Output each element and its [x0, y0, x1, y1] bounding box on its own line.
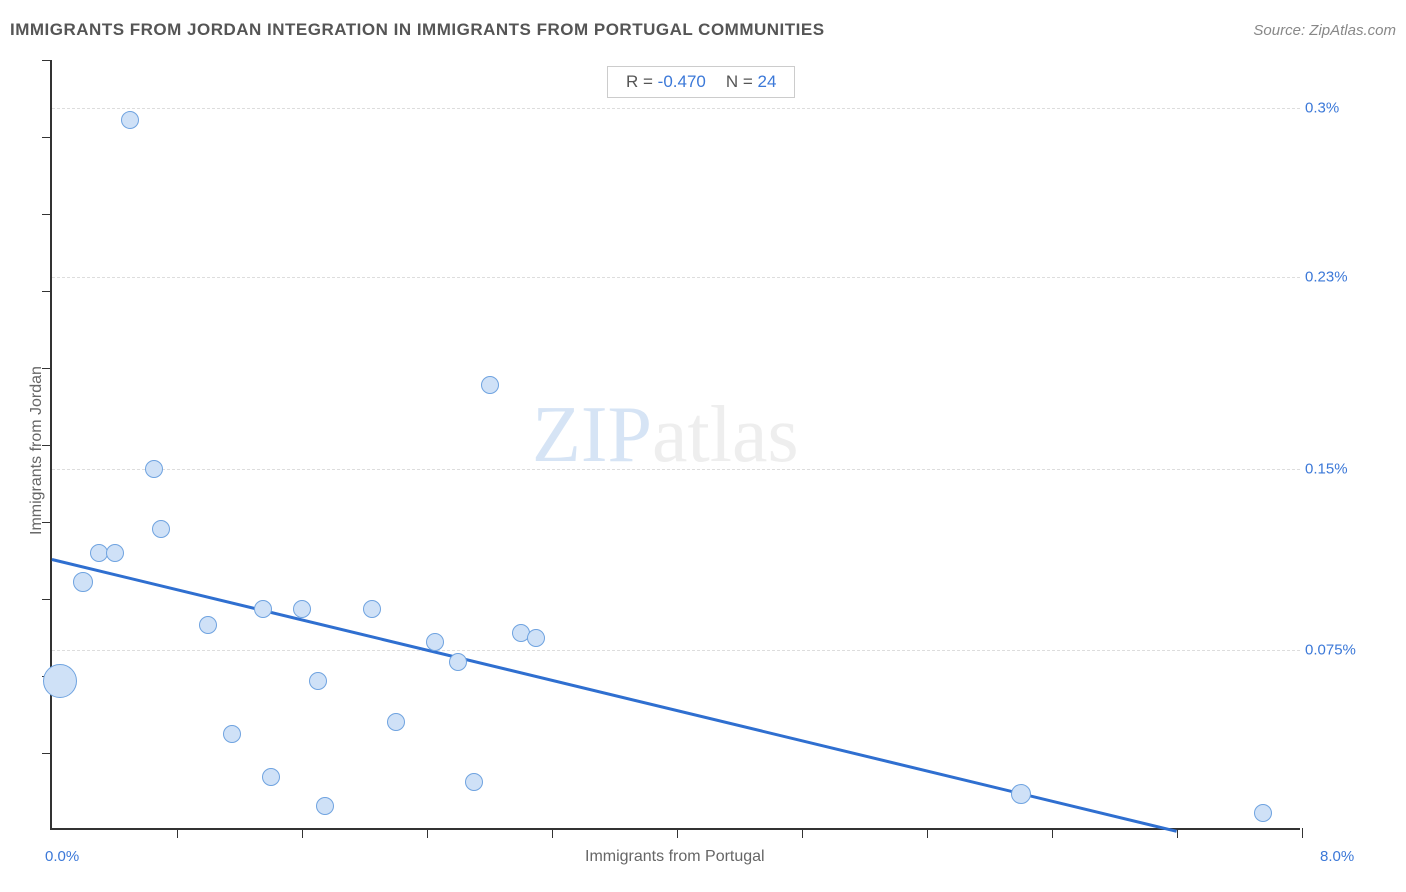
y-tick [42, 291, 52, 292]
watermark-zip: ZIP [532, 391, 652, 479]
data-point [1254, 804, 1272, 822]
n-stat: N = 24 [726, 72, 777, 92]
x-axis-title: Immigrants from Portugal [585, 848, 765, 866]
r-stat: R = -0.470 [626, 72, 706, 92]
data-point [387, 713, 405, 731]
chart-header: IMMIGRANTS FROM JORDAN INTEGRATION IN IM… [10, 20, 1396, 40]
x-tick [927, 828, 928, 838]
y-tick [42, 60, 52, 61]
grid-line [52, 650, 1300, 651]
data-point [145, 460, 163, 478]
y-tick [42, 753, 52, 754]
stats-box: R = -0.470 N = 24 [607, 66, 795, 98]
scatter-plot-area: R = -0.470 N = 24 ZIPatlas 0.075%0.15%0.… [50, 60, 1300, 830]
x-min-label: 0.0% [45, 848, 79, 865]
x-tick [1052, 828, 1053, 838]
data-point [121, 111, 139, 129]
data-point [465, 773, 483, 791]
x-tick [1302, 828, 1303, 838]
r-label: R = [626, 72, 653, 91]
x-tick [177, 828, 178, 838]
source-prefix: Source: [1253, 22, 1309, 39]
data-point [223, 725, 241, 743]
data-point [309, 672, 327, 690]
source-name: ZipAtlas.com [1309, 22, 1396, 39]
data-point [481, 376, 499, 394]
y-tick-label: 0.3% [1305, 100, 1360, 117]
x-tick [427, 828, 428, 838]
y-tick-label: 0.075% [1305, 641, 1360, 658]
watermark: ZIPatlas [532, 390, 799, 481]
data-point [199, 616, 217, 634]
grid-line [52, 469, 1300, 470]
data-point [527, 629, 545, 647]
n-value: 24 [758, 72, 777, 91]
x-max-label: 8.0% [1320, 848, 1354, 865]
x-tick [552, 828, 553, 838]
data-point [363, 600, 381, 618]
y-tick-label: 0.15% [1305, 461, 1360, 478]
data-point [73, 572, 93, 592]
r-value: -0.470 [658, 72, 706, 91]
y-axis-title: Immigrants from Jordan [28, 366, 46, 535]
data-point [43, 664, 77, 698]
y-tick [42, 137, 52, 138]
x-tick [677, 828, 678, 838]
y-tick [42, 599, 52, 600]
data-point [262, 768, 280, 786]
y-tick-label: 0.23% [1305, 268, 1360, 285]
grid-line [52, 277, 1300, 278]
n-label: N = [726, 72, 753, 91]
data-point [293, 600, 311, 618]
data-point [316, 797, 334, 815]
data-point [106, 544, 124, 562]
data-point [449, 653, 467, 671]
chart-title: IMMIGRANTS FROM JORDAN INTEGRATION IN IM… [10, 20, 825, 40]
x-tick [802, 828, 803, 838]
data-point [426, 633, 444, 651]
x-tick [302, 828, 303, 838]
source-credit: Source: ZipAtlas.com [1253, 22, 1396, 39]
trend-line [52, 558, 1178, 832]
y-tick [42, 214, 52, 215]
data-point [1011, 784, 1031, 804]
data-point [254, 600, 272, 618]
grid-line [52, 108, 1300, 109]
data-point [152, 520, 170, 538]
watermark-atlas: atlas [652, 391, 799, 479]
